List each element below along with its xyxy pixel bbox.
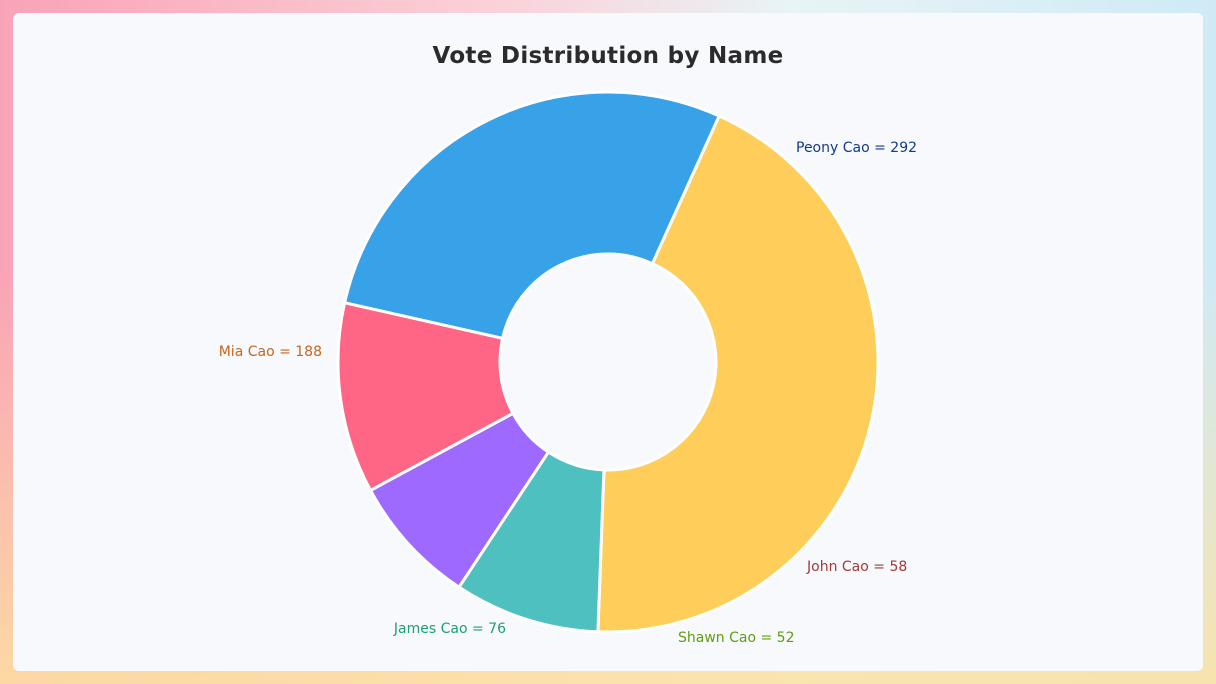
slice-label-james-cao: James Cao = 76 [393,621,506,637]
slice-label-shawn-cao: Shawn Cao = 52 [678,630,794,646]
donut-slice-james-cao[interactable] [336,301,515,492]
chart-title: Vote Distribution by Name [432,43,784,69]
donut-slice-peony-cao[interactable] [596,114,880,634]
slice-label-john-cao: John Cao = 58 [806,559,907,575]
donut-slice-mia-cao[interactable] [343,90,721,340]
slice-label-peony-cao: Peony Cao = 292 [796,140,917,156]
slice-label-mia-cao: Mia Cao = 188 [219,344,322,360]
